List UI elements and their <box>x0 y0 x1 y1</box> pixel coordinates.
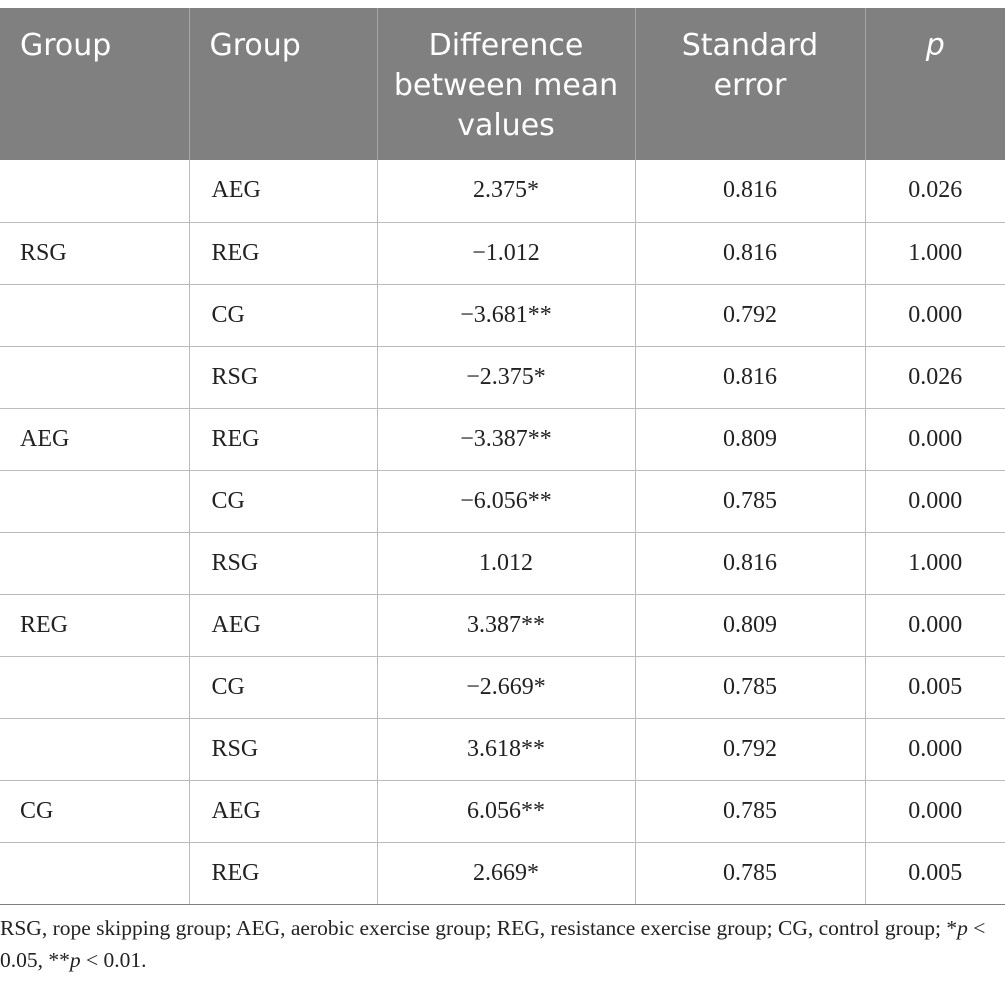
cell-compare-group: RSG <box>188 532 377 595</box>
cell-group <box>0 160 189 223</box>
cell-compare-group: REG <box>188 842 377 905</box>
cell-mean-difference: −3.681** <box>376 284 635 347</box>
cell-standard-error: 0.785 <box>634 470 865 533</box>
cell-mean-difference: −2.375* <box>376 346 635 409</box>
cell-group <box>0 284 189 347</box>
cell-mean-difference: 3.387** <box>376 594 635 657</box>
table-row: CG AEG 6.056** 0.785 0.000 <box>0 780 1005 843</box>
cell-standard-error: 0.809 <box>634 408 865 471</box>
cell-standard-error: 0.792 <box>634 718 865 781</box>
cell-group <box>0 532 189 595</box>
cell-compare-group: RSG <box>188 346 377 409</box>
cell-standard-error: 0.816 <box>634 346 865 409</box>
cell-compare-group: CG <box>188 656 377 719</box>
footnote-p-2: p <box>69 948 81 972</box>
cell-mean-difference: −6.056** <box>376 470 635 533</box>
cell-standard-error: 0.816 <box>634 532 865 595</box>
table-row: CG −2.669* 0.785 0.005 <box>0 656 1005 719</box>
cell-standard-error: 0.785 <box>634 842 865 905</box>
cell-p-value: 0.000 <box>864 284 1005 347</box>
cell-standard-error: 0.785 <box>634 780 865 843</box>
footnote-star-2: ** <box>48 948 70 972</box>
cell-mean-difference: −3.387** <box>376 408 635 471</box>
cell-p-value: 0.026 <box>864 346 1005 409</box>
cell-mean-difference: 6.056** <box>376 780 635 843</box>
cell-p-value: 0.000 <box>864 470 1005 533</box>
cell-group <box>0 842 189 905</box>
table-row: RSG REG −1.012 0.816 1.000 <box>0 222 1005 285</box>
cell-compare-group: AEG <box>188 780 377 843</box>
cell-group: AEG <box>0 408 189 471</box>
cell-compare-group: AEG <box>188 594 377 657</box>
table-row: RSG −2.375* 0.816 0.026 <box>0 346 1005 409</box>
cell-p-value: 1.000 <box>864 532 1005 595</box>
cell-group: REG <box>0 594 189 657</box>
cell-p-value: 0.026 <box>864 160 1005 223</box>
table-row: REG AEG 3.387** 0.809 0.000 <box>0 594 1005 657</box>
cell-p-value: 0.000 <box>864 408 1005 471</box>
cell-group: CG <box>0 780 189 843</box>
cell-p-value: 1.000 <box>864 222 1005 285</box>
header-group: Group <box>0 8 189 160</box>
table-body: AEG 2.375* 0.816 0.026 RSG REG −1.012 0.816 1.00… <box>0 160 1005 905</box>
cell-standard-error: 0.816 <box>634 160 865 223</box>
cell-mean-difference: −1.012 <box>376 222 635 285</box>
cell-group: RSG <box>0 222 189 285</box>
table-footnote: RSG, rope skipping group; AEG, aerobic e… <box>0 912 1000 976</box>
header-difference: Difference between mean values <box>376 8 635 160</box>
cell-group <box>0 718 189 781</box>
footnote-star-1: * <box>946 916 958 940</box>
header-group-compare: Group <box>188 8 377 160</box>
cell-compare-group: REG <box>188 222 377 285</box>
footnote-threshold-1: < 0.05, <box>0 916 986 972</box>
table-row: RSG 3.618** 0.792 0.000 <box>0 718 1005 781</box>
cell-p-value: 0.000 <box>864 594 1005 657</box>
cell-compare-group: AEG <box>188 160 377 223</box>
cell-compare-group: CG <box>188 470 377 533</box>
comparison-table: Group Group Difference between mean valu… <box>0 8 1005 905</box>
table-row: CG −3.681** 0.792 0.000 <box>0 284 1005 347</box>
table-row: AEG 2.375* 0.816 0.026 <box>0 160 1005 223</box>
footnote-threshold-2: < 0.01. <box>80 948 147 972</box>
cell-group <box>0 346 189 409</box>
header-standard-error: Standard error <box>634 8 865 160</box>
cell-group <box>0 656 189 719</box>
cell-p-value: 0.000 <box>864 780 1005 843</box>
cell-standard-error: 0.809 <box>634 594 865 657</box>
cell-mean-difference: 2.375* <box>376 160 635 223</box>
cell-p-value: 0.005 <box>864 842 1005 905</box>
table-row: AEG REG −3.387** 0.809 0.000 <box>0 408 1005 471</box>
cell-p-value: 0.000 <box>864 718 1005 781</box>
cell-mean-difference: 3.618** <box>376 718 635 781</box>
cell-mean-difference: −2.669* <box>376 656 635 719</box>
cell-compare-group: RSG <box>188 718 377 781</box>
cell-p-value: 0.005 <box>864 656 1005 719</box>
table-row: RSG 1.012 0.816 1.000 <box>0 532 1005 595</box>
cell-group <box>0 470 189 533</box>
cell-mean-difference: 1.012 <box>376 532 635 595</box>
cell-standard-error: 0.816 <box>634 222 865 285</box>
cell-compare-group: REG <box>188 408 377 471</box>
cell-standard-error: 0.785 <box>634 656 865 719</box>
cell-mean-difference: 2.669* <box>376 842 635 905</box>
table-row: REG 2.669* 0.785 0.005 <box>0 842 1005 905</box>
header-p: p <box>864 8 1005 160</box>
cell-standard-error: 0.792 <box>634 284 865 347</box>
table-row: CG −6.056** 0.785 0.000 <box>0 470 1005 533</box>
footnote-p-1: p <box>957 916 968 940</box>
footnote-abbreviations: RSG, rope skipping group; AEG, aerobic e… <box>0 916 947 940</box>
table-header: Group Group Difference between mean valu… <box>0 8 1005 160</box>
cell-compare-group: CG <box>188 284 377 347</box>
